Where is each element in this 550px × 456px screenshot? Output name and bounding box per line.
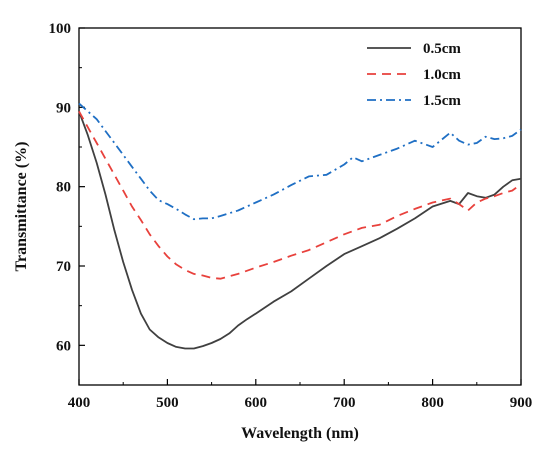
y-tick-label: 80 <box>56 180 71 196</box>
legend-label: 1.5cm <box>423 93 461 109</box>
y-tick-label: 100 <box>49 21 72 37</box>
y-tick-label: 90 <box>56 100 71 116</box>
y-tick-label: 60 <box>56 338 71 354</box>
legend-label: 0.5cm <box>423 41 461 57</box>
x-tick-label: 400 <box>68 395 91 411</box>
legend-label: 1.0cm <box>423 67 461 83</box>
x-tick-label: 600 <box>245 395 268 411</box>
y-tick-label: 70 <box>56 259 71 275</box>
y-axis-title: Transmittance (%) <box>13 142 30 272</box>
series-line-1.0cm <box>78 110 522 280</box>
x-tick-label: 900 <box>510 395 533 411</box>
series-line-1.5cm <box>78 102 522 221</box>
x-tick-label: 800 <box>421 395 444 411</box>
x-axis-title: Wavelength (nm) <box>241 425 359 442</box>
x-tick-label: 700 <box>333 395 356 411</box>
x-tick-label: 500 <box>156 395 179 411</box>
series-line-0.5cm <box>78 110 522 350</box>
